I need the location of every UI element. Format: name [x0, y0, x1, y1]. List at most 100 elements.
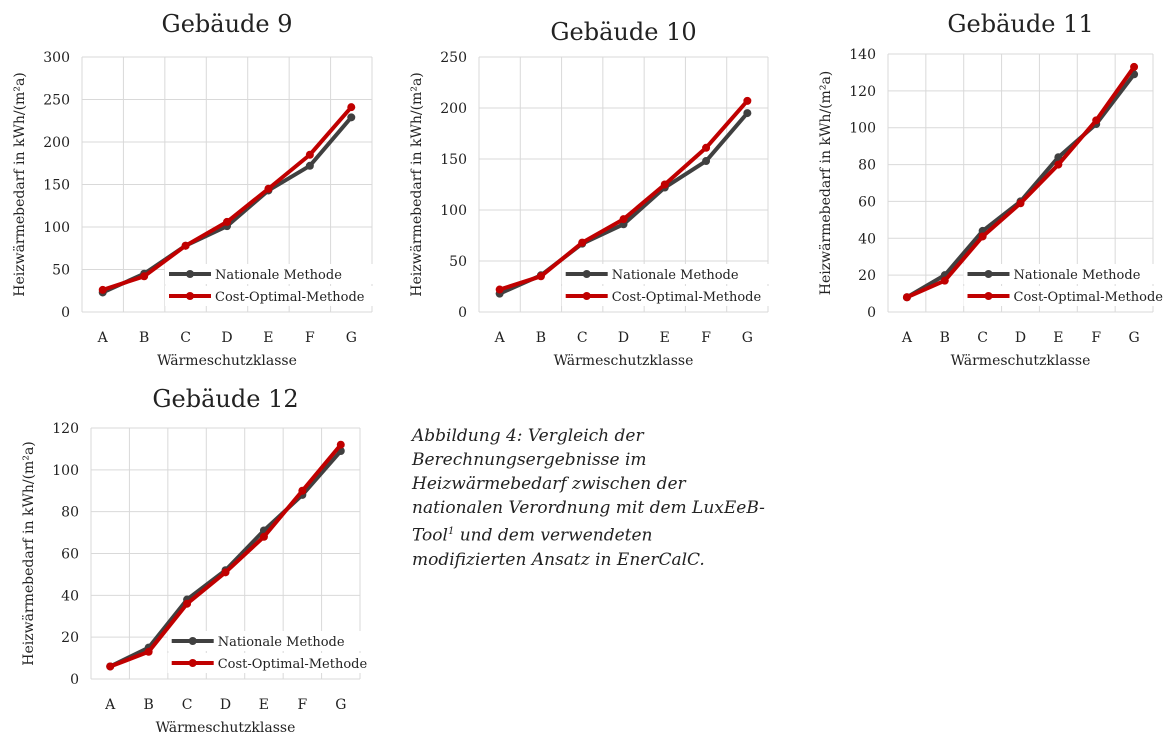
- y-tick-label: 40: [61, 588, 79, 604]
- y-axis-label: Heizwärmebedarf in kWh/(m²a): [12, 72, 28, 297]
- y-tick-label: 100: [440, 203, 467, 219]
- legend: Nationale Methode Cost-Optimal-Methode: [963, 264, 1168, 306]
- chart-gebaeude-11: Gebäude 11 0 20 40 60 80 100 120 140 A B C D E F G Wärme…: [818, 10, 1168, 369]
- x-tick-label: C: [577, 330, 588, 346]
- x-tick-label: G: [742, 330, 753, 346]
- data-point: [140, 272, 149, 281]
- legend-bg: [561, 286, 772, 306]
- data-point: [106, 662, 115, 671]
- x-axis-label: Wärmeschutzklasse: [157, 353, 297, 369]
- data-point: [259, 532, 268, 541]
- y-tick-label: 20: [61, 630, 79, 646]
- y-tick-label: 50: [52, 263, 70, 279]
- x-axis-label: Wärmeschutzklasse: [554, 353, 694, 369]
- legend-label: Cost-Optimal-Methode: [1014, 290, 1164, 305]
- legend-label: Nationale Methode: [1014, 268, 1141, 283]
- legend-bg: [963, 264, 1168, 284]
- x-tick-label: B: [536, 330, 546, 346]
- caption-text-after: und dem verwendeten modifizierten Ansatz…: [412, 525, 705, 570]
- data-point: [1130, 62, 1139, 71]
- data-point: [181, 241, 190, 250]
- x-tick-label: B: [139, 330, 149, 346]
- x-tick-label: C: [977, 330, 988, 346]
- x-tick-label: G: [335, 697, 346, 713]
- data-point: [902, 293, 911, 302]
- legend-marker: [582, 292, 591, 300]
- y-tick-label: 40: [858, 231, 876, 247]
- legend-bg: [167, 653, 378, 673]
- legend-label: Cost-Optimal-Methode: [612, 290, 762, 305]
- y-tick-label: 80: [61, 505, 79, 521]
- legend: Nationale Methode Cost-Optimal-Methode: [165, 264, 375, 306]
- legend-label: Nationale Methode: [215, 268, 342, 283]
- y-tick-label: 60: [858, 194, 876, 210]
- x-tick-label: E: [263, 330, 273, 346]
- legend-marker: [186, 292, 194, 300]
- legend-bg: [963, 286, 1168, 306]
- caption-text-before: Abbildung 4: Vergleich der Berechnungser…: [412, 426, 765, 546]
- y-tick-label: 0: [458, 305, 467, 321]
- data-point: [98, 285, 107, 294]
- data-point: [1092, 116, 1101, 125]
- x-tick-label: A: [104, 697, 116, 713]
- data-point: [702, 157, 711, 166]
- gridlines: [478, 56, 769, 313]
- chart-title: Gebäude 12: [152, 385, 298, 413]
- data-point: [336, 440, 345, 449]
- x-tick-label: B: [143, 697, 153, 713]
- legend-bg: [167, 631, 378, 651]
- legend-marker: [186, 270, 194, 278]
- x-tick-label: C: [182, 697, 193, 713]
- x-axis-label: Wärmeschutzklasse: [951, 353, 1091, 369]
- y-tick-label: 250: [440, 50, 467, 66]
- chart-title: Gebäude 10: [550, 18, 696, 46]
- data-point: [221, 568, 230, 577]
- x-tick-label: F: [701, 330, 711, 346]
- data-point: [940, 276, 949, 285]
- legend-marker: [188, 659, 197, 667]
- data-point: [743, 96, 752, 105]
- data-point: [305, 150, 314, 159]
- x-tick-label: A: [97, 330, 109, 346]
- data-point: [660, 180, 669, 189]
- figure-caption: Abbildung 4: Vergleich der Berechnungser…: [412, 424, 772, 572]
- y-axis-label: Heizwärmebedarf in kWh/(m²a): [409, 72, 425, 297]
- x-tick-label: G: [1128, 330, 1139, 346]
- series-line-1: [100, 105, 354, 292]
- y-axis-label: Heizwärmebedarf in kWh/(m²a): [21, 441, 37, 666]
- x-tick-label: D: [221, 330, 232, 346]
- legend: Nationale Methode Cost-Optimal-Methode: [561, 264, 772, 306]
- y-tick-label: 140: [849, 47, 876, 63]
- legend-label: Cost-Optimal-Methode: [215, 290, 365, 305]
- chart-gebaeude-12: Gebäude 12 0 20 40 60 80 100 120 A B C D E F G Wärmesch…: [21, 385, 378, 735]
- y-tick-label: 0: [70, 672, 79, 688]
- x-tick-label: G: [346, 330, 357, 346]
- data-point: [183, 599, 192, 608]
- legend-bg: [165, 286, 375, 306]
- data-point: [743, 109, 752, 118]
- series-line-1: [904, 64, 1137, 300]
- legend-marker: [582, 270, 591, 278]
- y-tick-label: 150: [440, 152, 467, 168]
- legend-marker: [984, 292, 993, 300]
- y-tick-label: 250: [43, 93, 70, 109]
- y-tick-label: 100: [52, 463, 79, 479]
- data-point: [495, 285, 504, 294]
- x-tick-label: D: [1015, 330, 1026, 346]
- x-tick-label: C: [180, 330, 191, 346]
- y-tick-label: 0: [867, 305, 876, 321]
- legend-label: Nationale Methode: [612, 268, 739, 283]
- data-point: [264, 184, 273, 193]
- data-point: [347, 113, 356, 122]
- legend-marker: [188, 637, 197, 645]
- x-tick-label: D: [220, 697, 231, 713]
- data-point: [144, 647, 153, 656]
- legend: Nationale Methode Cost-Optimal-Methode: [167, 631, 378, 673]
- y-tick-label: 80: [858, 158, 876, 174]
- chart-gebaeude-10: Gebäude 10 0 50 100 150 200 250 A B C D E F G Wärmesch…: [409, 18, 772, 369]
- legend-bg: [165, 264, 375, 284]
- x-tick-label: F: [305, 330, 315, 346]
- data-point: [702, 143, 711, 152]
- y-tick-label: 60: [61, 547, 79, 563]
- y-tick-label: 200: [440, 101, 467, 117]
